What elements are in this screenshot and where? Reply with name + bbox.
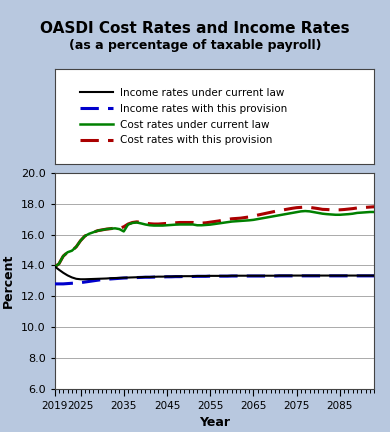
Text: (as a percentage of taxable payroll): (as a percentage of taxable payroll) [69,39,321,52]
X-axis label: Year: Year [199,416,230,429]
Y-axis label: Percent: Percent [2,254,15,308]
Legend: Income rates under current law, Income rates with this provision, Cost rates und: Income rates under current law, Income r… [76,84,291,149]
Text: OASDI Cost Rates and Income Rates: OASDI Cost Rates and Income Rates [40,21,350,35]
